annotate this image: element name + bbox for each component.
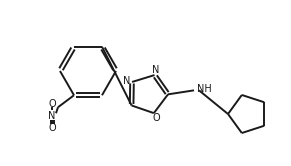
Text: N: N	[152, 65, 159, 75]
Text: O: O	[48, 123, 56, 133]
Text: O: O	[152, 113, 160, 123]
Text: O: O	[48, 99, 56, 109]
Text: NH: NH	[197, 84, 211, 94]
Text: N: N	[123, 76, 131, 86]
Text: N: N	[48, 111, 56, 121]
